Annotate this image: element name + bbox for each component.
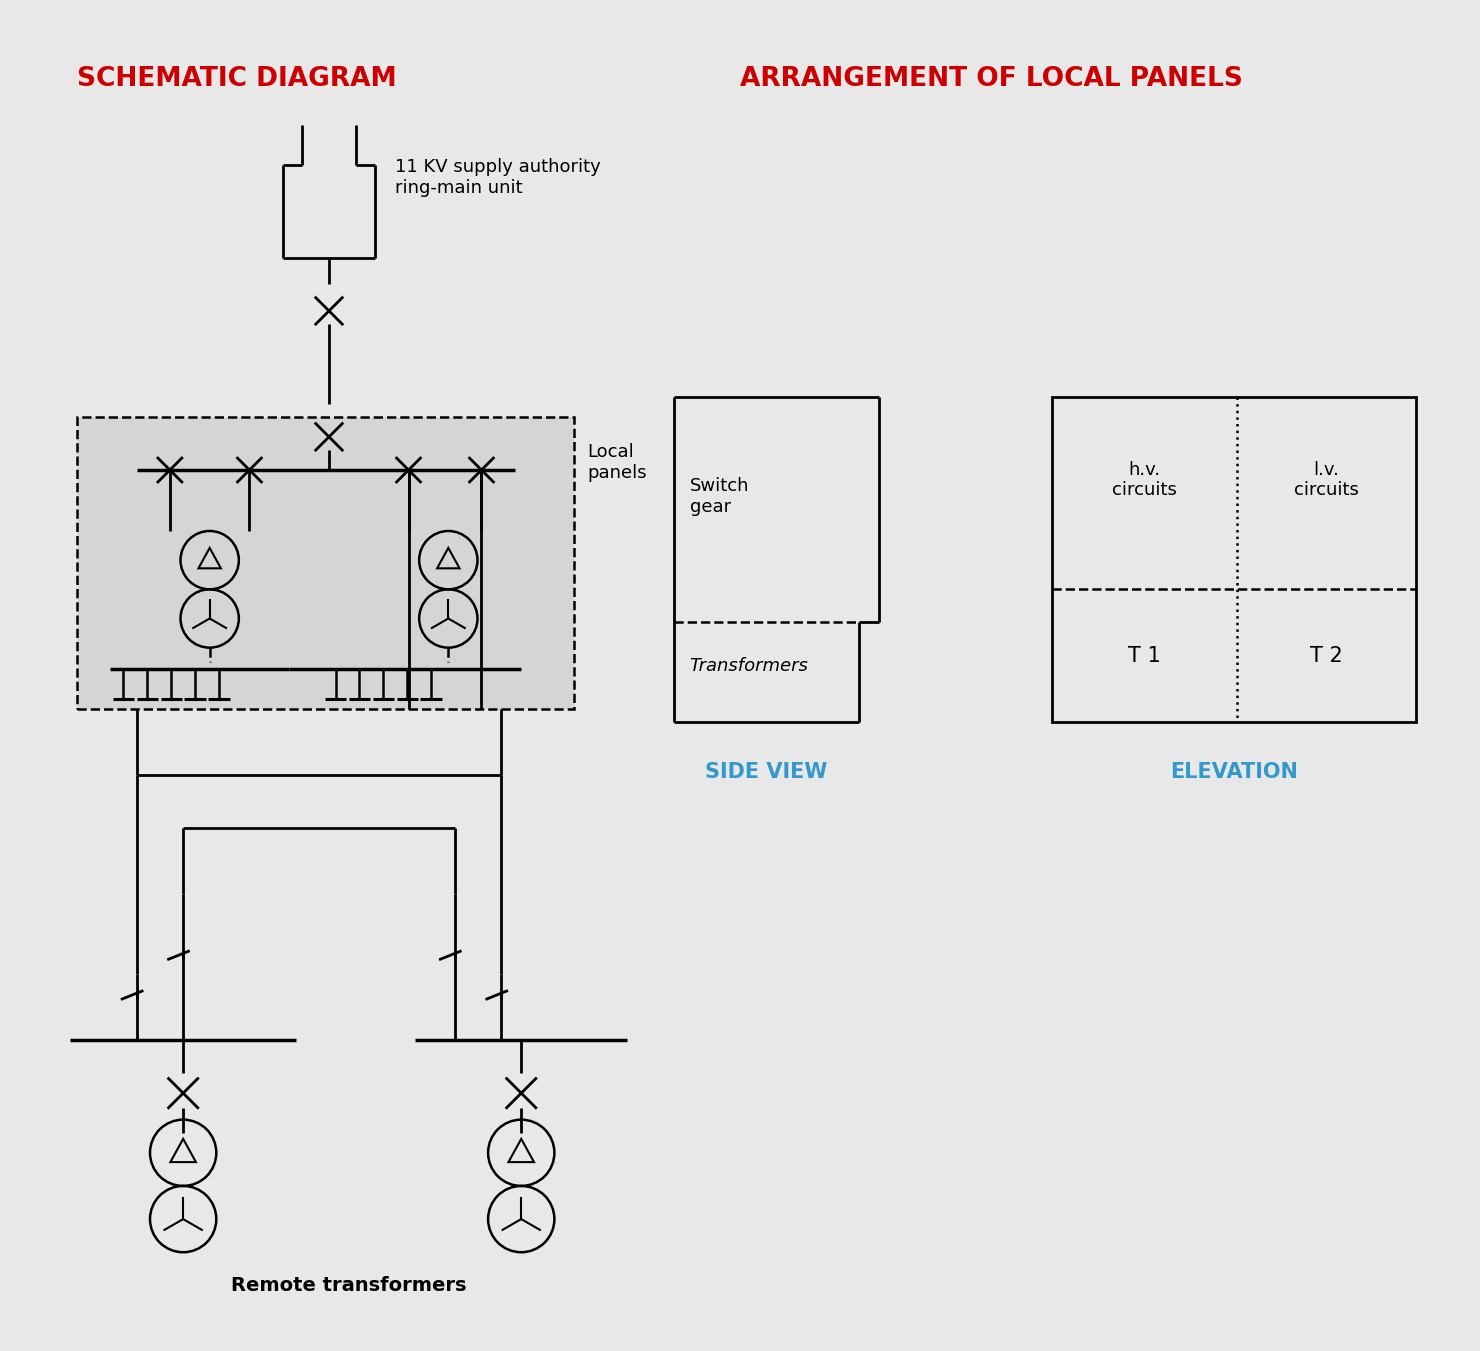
Text: Local
panels: Local panels bbox=[588, 443, 647, 482]
Text: T 2: T 2 bbox=[1310, 646, 1342, 666]
Text: Switch
gear: Switch gear bbox=[690, 477, 749, 516]
Text: ARRANGEMENT OF LOCAL PANELS: ARRANGEMENT OF LOCAL PANELS bbox=[740, 66, 1243, 92]
Text: Remote transformers: Remote transformers bbox=[231, 1275, 466, 1294]
Text: SIDE VIEW: SIDE VIEW bbox=[706, 762, 827, 782]
Text: 11 KV supply authority
ring-main unit: 11 KV supply authority ring-main unit bbox=[395, 158, 601, 197]
Text: T 1: T 1 bbox=[1128, 646, 1160, 666]
Text: Transformers: Transformers bbox=[690, 657, 808, 674]
Text: ELEVATION: ELEVATION bbox=[1169, 762, 1298, 782]
Bar bbox=[1052, 397, 1416, 721]
Bar bbox=[77, 417, 574, 709]
Text: h.v.
circuits: h.v. circuits bbox=[1111, 461, 1177, 500]
Text: SCHEMATIC DIAGRAM: SCHEMATIC DIAGRAM bbox=[77, 66, 397, 92]
Text: l.v.
circuits: l.v. circuits bbox=[1294, 461, 1359, 500]
